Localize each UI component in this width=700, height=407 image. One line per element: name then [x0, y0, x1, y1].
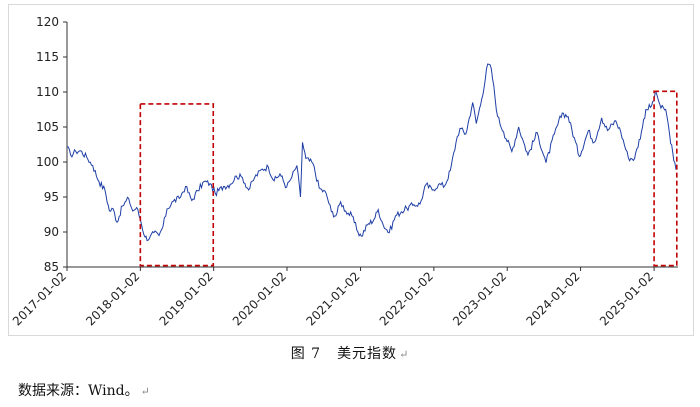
highlight-box	[139, 103, 215, 267]
x-tick-label: 2022-01-02	[377, 269, 436, 328]
chart-frame	[8, 4, 694, 336]
y-tick-labels: 85 90 95 100 105 110 115 120	[36, 15, 59, 274]
y-tick-label: 90	[44, 225, 59, 239]
series-layer	[66, 63, 677, 242]
x-tick-label: 2025-01-02	[597, 269, 656, 328]
x-tick-label: 2023-01-02	[450, 269, 509, 328]
x-tick-label: 2021-01-02	[303, 269, 362, 328]
figure-number: 图 7	[290, 346, 322, 362]
axes	[63, 21, 678, 271]
usd-index-line	[66, 63, 677, 242]
x-tick-label: 2019-01-02	[157, 269, 216, 328]
paragraph-mark-icon: ↵	[140, 385, 150, 398]
y-tick-label: 115	[36, 50, 59, 64]
y-tick-label: 85	[44, 260, 59, 274]
source-text: 数据来源：Wind。	[18, 383, 139, 399]
x-tick-label: 2017-01-02	[10, 269, 69, 328]
x-tick-label: 2024-01-02	[523, 269, 582, 328]
x-tick-label: 2018-01-02	[83, 269, 142, 328]
usd-index-chart: 85 90 95 100 105 110 115 120 2017-01-02 2018-01-…	[10, 15, 678, 328]
source-note: 数据来源：Wind。 ↵	[18, 380, 150, 400]
figure-caption: 图 7 美元指数 ↵	[0, 343, 700, 363]
figure-title: 美元指数	[337, 346, 398, 362]
y-tick-label: 100	[36, 155, 59, 169]
y-tick-label: 110	[36, 85, 59, 99]
y-tick-label: 95	[44, 190, 59, 204]
highlight-boxes	[139, 90, 678, 267]
paragraph-mark-icon: ↵	[399, 348, 410, 361]
x-tick-label: 2020-01-02	[230, 269, 289, 328]
y-tick-label: 105	[36, 120, 59, 134]
highlight-box	[653, 90, 678, 267]
x-tick-labels: 2017-01-02 2018-01-02 2019-01-02 2020-01-02…	[10, 269, 656, 328]
y-tick-label: 120	[36, 15, 59, 29]
